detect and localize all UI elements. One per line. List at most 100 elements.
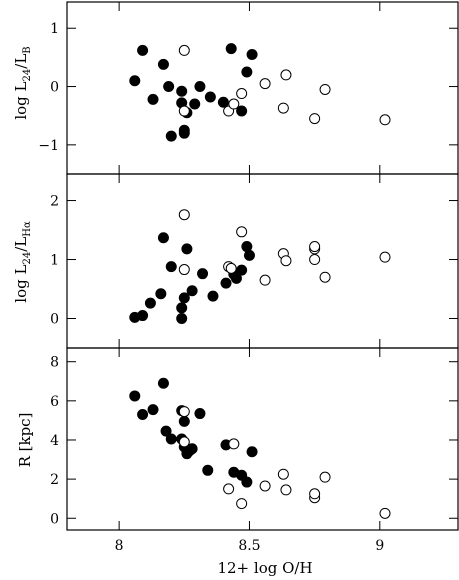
panel-2-open-point	[259, 274, 271, 286]
panel-1-filled-point	[217, 96, 229, 108]
panel-1-open-point	[319, 83, 331, 95]
panel-1-filled-point	[189, 98, 201, 110]
panel-1-open-point	[277, 102, 289, 114]
panel-3-open-point	[178, 406, 190, 418]
panel-3-filled-point	[194, 408, 206, 420]
panel-3-filled-point	[147, 404, 159, 416]
panel-1-points	[129, 43, 391, 142]
panel-3-open-point	[277, 468, 289, 480]
panel-2-y-tick-label: 1	[50, 253, 59, 269]
panel-1-filled-point	[178, 127, 190, 139]
panel-2-filled-point	[236, 264, 248, 276]
panel-2-filled-point	[243, 249, 255, 261]
panel-1-open-point	[259, 78, 271, 90]
panel-2-open-point	[309, 241, 321, 253]
panel-2-y-tick-label: 2	[50, 194, 59, 210]
panel-1-open-point	[178, 44, 190, 56]
panel-2-filled-point	[178, 292, 190, 304]
panel-2-filled-point	[230, 272, 242, 284]
panel-3-open-point	[178, 436, 190, 448]
panel-1-filled-point	[157, 58, 169, 70]
panel-2-filled-point	[186, 285, 198, 297]
panel-1-y-axis-label: log L24/LB	[12, 46, 33, 119]
panel-1-ticks: −1 0 1	[38, 2, 458, 174]
panel-3-open-point	[228, 438, 240, 450]
panel-3-filled-point	[137, 409, 149, 421]
panel-2-open-point	[280, 255, 292, 267]
panel-1-filled-point	[204, 91, 216, 103]
panel-2-filled-point	[155, 288, 167, 300]
panel-2-open-point	[225, 262, 237, 274]
panel-1-filled-point	[165, 130, 177, 142]
panel-2-frame	[66, 173, 459, 349]
panel-3-y-tick-label: 0	[50, 511, 59, 527]
panel-2-filled-point	[220, 277, 232, 289]
panel-2-filled-point	[176, 302, 188, 314]
panel-1-open-point	[280, 69, 292, 81]
x-tick-label: 8	[115, 538, 124, 554]
panel-2-open-point	[309, 254, 321, 266]
panel-3-y-tick-label: 2	[50, 472, 59, 488]
panel-2-filled-point	[137, 310, 149, 322]
panel-2-open-point	[178, 264, 190, 276]
panel-1-open-point	[178, 105, 190, 117]
panel-1-filled-point	[147, 93, 159, 105]
panel-3-y-axis-label: R [kpc]	[16, 413, 34, 468]
panel-2-y-axis-label: log L24/LHα	[12, 221, 33, 303]
panel-2-filled-point	[207, 290, 219, 302]
panel-3-open-point	[379, 507, 391, 519]
panel-2-y-tick-label: 0	[50, 312, 59, 328]
panel-2-filled-point	[176, 313, 188, 325]
panel-3-open-point	[236, 498, 248, 510]
panel-3-filled-point	[246, 446, 258, 458]
panel-3-ticks: 8 8.5 9 0 2 4 6 8	[50, 348, 458, 554]
panel-2-open-point	[319, 271, 331, 283]
x-tick-label: 9	[375, 538, 384, 554]
panel-3-open-point	[259, 480, 271, 492]
panel-2-filled-point	[144, 297, 156, 309]
panel-3-y-tick-label: 8	[50, 355, 59, 371]
panel-3-filled-point	[202, 464, 214, 476]
panel-1-filled-point	[137, 44, 149, 56]
x-axis-label: 12+ log O/H	[217, 559, 312, 577]
panel-1-y-tick-label: −1	[38, 138, 59, 154]
panel-1-filled-point	[129, 75, 141, 87]
panel-2-points	[129, 209, 391, 325]
panel-2-open-point	[178, 209, 190, 221]
panel-2-ticks: 0 1 2	[50, 174, 458, 348]
panel-2-open-point	[379, 251, 391, 263]
panel-1-open-point	[228, 98, 240, 110]
panel-2-filled-point	[197, 268, 209, 280]
panel-3-y-tick-label: 6	[50, 394, 59, 410]
panel-1-filled-point	[241, 66, 253, 78]
panel-2-filled-point	[181, 243, 193, 255]
panel-2: 0 1 2 log L24/LHα	[12, 173, 459, 349]
x-tick-label: 8.5	[238, 538, 260, 554]
panel-1: −1 0 1 log L24/LB	[12, 1, 459, 175]
panel-1-y-tick-label: 0	[50, 80, 59, 96]
panel-1-y-tick-label: 1	[50, 21, 59, 37]
panel-3-y-tick-label: 4	[50, 433, 59, 449]
panel-1-filled-point	[246, 48, 258, 60]
panel-1-filled-point	[163, 81, 175, 93]
panel-3-filled-point	[186, 443, 198, 455]
panel-3-filled-point	[129, 390, 141, 402]
panel-2-filled-point	[165, 261, 177, 273]
panel-3-filled-point	[178, 415, 190, 427]
panel-1-filled-point	[236, 105, 248, 117]
panel-1-open-point	[236, 88, 248, 100]
panel-2-open-point	[236, 226, 248, 238]
panel-3: 8 8.5 9 0 2 4 6 8 R [kpc] 12+ log O/H	[16, 347, 459, 577]
panel-3-open-point	[223, 483, 235, 495]
panel-2-filled-point	[157, 232, 169, 244]
panel-3-open-point	[319, 471, 331, 483]
panel-1-open-point	[309, 113, 321, 125]
panel-1-open-point	[379, 114, 391, 126]
panel-1-filled-point	[176, 85, 188, 97]
panel-3-open-point	[309, 488, 321, 500]
panel-1-filled-point	[194, 81, 206, 93]
panel-1-filled-point	[225, 43, 237, 55]
panel-3-points	[129, 377, 391, 519]
panel-3-open-point	[280, 484, 292, 496]
